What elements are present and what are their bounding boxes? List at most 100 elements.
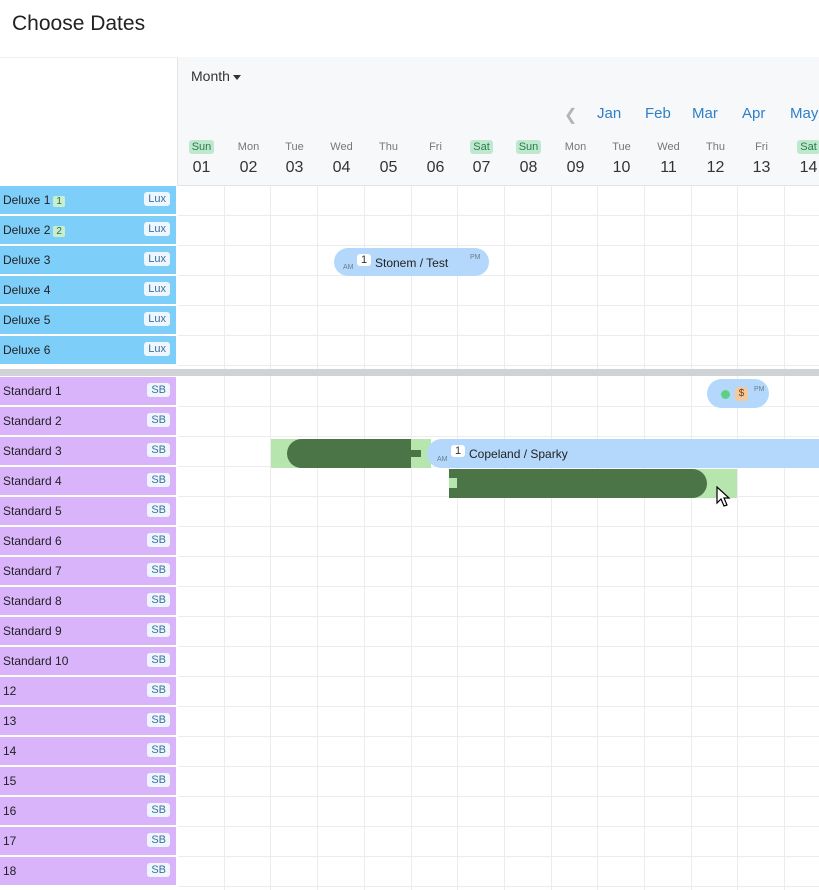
room-name: 16 — [3, 804, 17, 818]
month-link-mar[interactable]: Mar — [692, 105, 718, 122]
room-type-tag: SB — [147, 473, 170, 487]
room-row-label[interactable]: Deluxe 6 Lux — [0, 336, 176, 364]
room-type-tag: SB — [147, 833, 170, 847]
room-type-tag: Lux — [144, 282, 170, 296]
booking-copeland-sparky[interactable]: AM 1 Copeland / Sparky — [427, 439, 819, 468]
room-row-label[interactable]: Standard 10 SB — [0, 647, 176, 675]
room-row-label[interactable]: Standard 5 SB — [0, 497, 176, 525]
day-column-header: Fri 13 — [738, 137, 785, 185]
drag-selection-bar[interactable] — [457, 469, 707, 498]
month-link-apr[interactable]: Apr — [742, 105, 766, 122]
grid-column-line — [411, 186, 412, 890]
drag-selection-bar[interactable] — [287, 439, 411, 468]
room-name: 18 — [3, 864, 17, 878]
room-row-label[interactable]: Standard 7 SB — [0, 557, 176, 585]
day-number: 07 — [472, 159, 491, 176]
room-row-label[interactable]: 16 SB — [0, 797, 176, 825]
room-row-label[interactable]: Standard 2 SB — [0, 407, 176, 435]
room-row-label[interactable]: Deluxe 5 Lux — [0, 306, 176, 334]
day-number: 13 — [752, 159, 771, 176]
month-link-may[interactable]: May — [790, 105, 819, 122]
am-marker: AM — [437, 456, 448, 463]
room-name: Standard 4 — [3, 474, 62, 488]
day-name: Thu — [706, 141, 725, 153]
room-type-tag: SB — [147, 413, 170, 427]
room-type-tag: SB — [147, 563, 170, 577]
day-column-header: Tue 03 — [271, 137, 318, 185]
grid-column-line — [737, 186, 738, 890]
month-link-jan[interactable]: Jan — [597, 105, 622, 122]
room-row-label[interactable]: Standard 6 SB — [0, 527, 176, 555]
view-dropdown-label: Month — [191, 68, 230, 84]
am-marker: AM — [343, 264, 354, 271]
day-name: Sat — [470, 140, 493, 154]
grid-row-line — [178, 365, 819, 366]
day-column-header: Thu 05 — [365, 137, 412, 185]
room-type-tag: SB — [147, 383, 170, 397]
room-row-label[interactable]: Standard 4 SB — [0, 467, 176, 495]
grid-row-line — [178, 736, 819, 737]
room-type-tag: Lux — [144, 312, 170, 326]
day-name: Tue — [285, 141, 304, 153]
grid-row-line — [178, 275, 819, 276]
room-row-label[interactable]: 13 SB — [0, 707, 176, 735]
grid-row-line — [178, 305, 819, 306]
room-type-tag: SB — [147, 683, 170, 697]
room-row-label[interactable]: 14 SB — [0, 737, 176, 765]
day-number: 12 — [706, 159, 725, 176]
room-name: 17 — [3, 834, 17, 848]
room-row-label[interactable]: Standard 8 SB — [0, 587, 176, 615]
room-type-tag: SB — [147, 653, 170, 667]
room-row-label[interactable]: 18 SB — [0, 857, 176, 885]
day-column-header: Thu 12 — [692, 137, 739, 185]
booking-stonem-test[interactable]: AM 1 Stonem / Test PM — [334, 248, 489, 276]
room-name: 15 — [3, 774, 17, 788]
booking-small[interactable]: $ PM — [707, 379, 769, 408]
room-row-label[interactable]: 17 SB — [0, 827, 176, 855]
room-type-tag: Lux — [144, 222, 170, 236]
room-row-label[interactable]: 15 SB — [0, 767, 176, 795]
room-name: Standard 7 — [3, 564, 62, 578]
day-number: 14 — [799, 159, 818, 176]
grid-row-line — [178, 406, 819, 407]
room-column-header — [0, 57, 178, 186]
booking-grid[interactable] — [178, 186, 819, 890]
grid-row-line — [178, 245, 819, 246]
day-name: Fri — [429, 141, 442, 153]
room-type-tag: SB — [147, 533, 170, 547]
day-name: Sun — [515, 140, 542, 154]
room-row-label[interactable]: Deluxe 4 Lux — [0, 276, 176, 304]
grid-row-line — [178, 616, 819, 617]
grid-column-line — [504, 186, 505, 890]
room-type-tag: SB — [147, 503, 170, 517]
room-row-label[interactable]: Deluxe 3 Lux — [0, 246, 176, 274]
room-name: Deluxe 1 — [3, 193, 51, 207]
day-column-header: Sat 07 — [458, 137, 505, 185]
grid-row-line — [178, 826, 819, 827]
room-name: 12 — [3, 684, 17, 698]
room-name: Standard 3 — [3, 444, 62, 458]
grid-row-line — [178, 856, 819, 857]
day-name: Tue — [612, 141, 631, 153]
month-link-feb[interactable]: Feb — [645, 105, 671, 122]
room-type-tag: SB — [147, 623, 170, 637]
room-row-label[interactable]: Standard 9 SB — [0, 617, 176, 645]
room-name: Deluxe 4 — [3, 283, 51, 297]
day-number: 01 — [192, 159, 211, 176]
grid-row-line — [178, 556, 819, 557]
grid-column-line — [224, 186, 225, 890]
grid-row-line — [178, 436, 819, 437]
day-number: 03 — [285, 159, 304, 176]
room-name: Standard 6 — [3, 534, 62, 548]
chevron-left-icon[interactable]: ❮ — [564, 107, 578, 124]
room-row-label[interactable]: Standard 3 SB — [0, 437, 176, 465]
grid-row-line — [178, 706, 819, 707]
room-row-label[interactable]: 12 SB — [0, 677, 176, 705]
view-dropdown[interactable]: Month — [191, 68, 241, 84]
room-count-badge: 1 — [53, 196, 65, 207]
room-row-label[interactable]: Deluxe 1 1 Lux — [0, 186, 176, 214]
room-row-label[interactable]: Standard 1 SB — [0, 377, 176, 405]
day-column-header: Sat 14 — [785, 137, 819, 185]
room-row-label[interactable]: Deluxe 2 2 Lux — [0, 216, 176, 244]
drag-selection-notch — [449, 488, 458, 498]
